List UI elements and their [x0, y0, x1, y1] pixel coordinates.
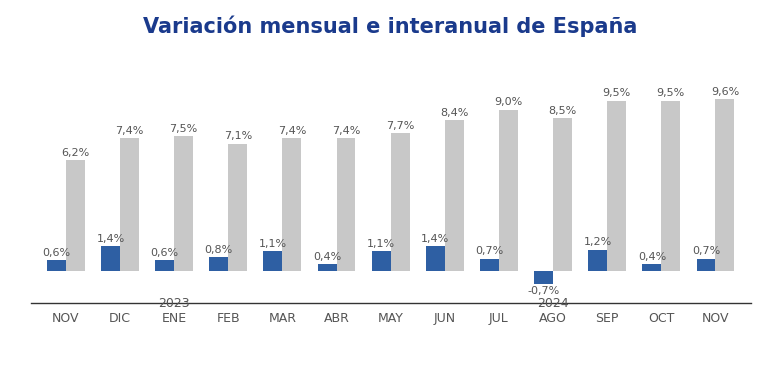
Bar — [480, 259, 499, 271]
Bar — [588, 250, 607, 271]
Text: -0,7%: -0,7% — [528, 286, 560, 296]
Text: 7,5%: 7,5% — [169, 124, 198, 134]
Text: 0,6%: 0,6% — [42, 248, 70, 258]
Text: 9,5%: 9,5% — [603, 88, 631, 98]
Bar — [607, 100, 626, 271]
Text: 7,1%: 7,1% — [224, 131, 252, 142]
Bar — [155, 260, 174, 271]
Text: 8,5%: 8,5% — [548, 106, 577, 116]
Text: 9,0%: 9,0% — [494, 97, 522, 107]
Bar — [715, 99, 735, 271]
Text: 0,7%: 0,7% — [692, 246, 720, 256]
Bar — [445, 120, 463, 271]
Text: 0,7%: 0,7% — [476, 246, 503, 256]
Text: 0,4%: 0,4% — [638, 252, 666, 262]
Text: 8,4%: 8,4% — [440, 108, 469, 118]
Text: 0,8%: 0,8% — [205, 245, 233, 254]
Text: 1,4%: 1,4% — [421, 234, 450, 244]
Text: 0,4%: 0,4% — [313, 252, 341, 262]
Bar — [391, 133, 410, 271]
Bar — [553, 119, 572, 271]
Bar — [336, 138, 355, 271]
Text: 1,1%: 1,1% — [367, 239, 395, 249]
Text: 2023: 2023 — [159, 297, 190, 310]
Text: 0,6%: 0,6% — [151, 248, 178, 258]
Text: 6,2%: 6,2% — [61, 148, 90, 158]
Text: 1,1%: 1,1% — [259, 239, 287, 249]
Bar — [661, 100, 680, 271]
Bar — [174, 137, 193, 271]
Title: Variación mensual e interanual de España: Variación mensual e interanual de España — [143, 15, 638, 37]
Text: 9,5%: 9,5% — [656, 88, 685, 98]
Bar — [696, 259, 715, 271]
Text: 7,4%: 7,4% — [115, 126, 144, 136]
Bar — [66, 160, 85, 271]
Bar — [101, 246, 120, 271]
Text: 1,4%: 1,4% — [97, 234, 125, 244]
Bar — [426, 246, 445, 271]
Bar — [534, 271, 553, 284]
Bar — [120, 138, 139, 271]
Bar — [499, 110, 518, 271]
Bar — [372, 251, 391, 271]
Bar — [643, 264, 661, 271]
Bar — [264, 251, 283, 271]
Text: 7,4%: 7,4% — [277, 126, 306, 136]
Text: 2024: 2024 — [537, 297, 569, 310]
Bar — [47, 260, 66, 271]
Bar — [209, 257, 228, 271]
Text: 7,4%: 7,4% — [332, 126, 360, 136]
Bar — [228, 144, 247, 271]
Bar — [283, 138, 301, 271]
Bar — [318, 264, 336, 271]
Text: 7,7%: 7,7% — [386, 121, 414, 131]
Text: 9,6%: 9,6% — [711, 87, 739, 96]
Text: 1,2%: 1,2% — [584, 237, 612, 247]
